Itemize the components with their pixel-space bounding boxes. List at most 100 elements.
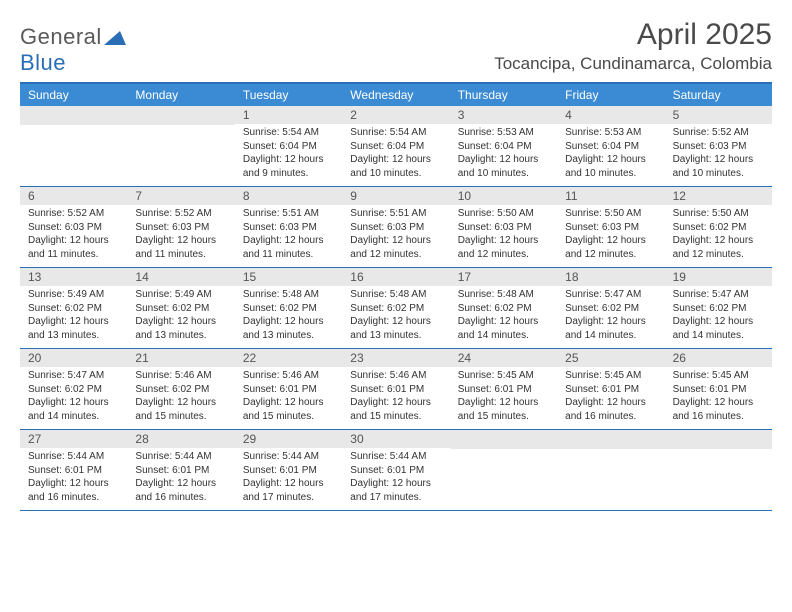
sunset-text: Sunset: 6:02 PM — [673, 221, 764, 235]
day2-text: and 10 minutes. — [350, 167, 441, 181]
weekday-header: Saturday — [665, 84, 772, 106]
sunset-text: Sunset: 6:03 PM — [350, 221, 441, 235]
day-body: Sunrise: 5:45 AMSunset: 6:01 PMDaylight:… — [450, 367, 557, 429]
sunrise-text: Sunrise: 5:46 AM — [350, 369, 441, 383]
day1-text: Daylight: 12 hours — [350, 153, 441, 167]
day-body: Sunrise: 5:49 AMSunset: 6:02 PMDaylight:… — [20, 286, 127, 348]
sunset-text: Sunset: 6:01 PM — [350, 383, 441, 397]
page-title: April 2025 — [494, 18, 772, 52]
brand-name-a: General — [20, 24, 102, 49]
day-cell: 21Sunrise: 5:46 AMSunset: 6:02 PMDayligh… — [127, 349, 234, 429]
day-body: Sunrise: 5:53 AMSunset: 6:04 PMDaylight:… — [450, 124, 557, 186]
day-body: Sunrise: 5:52 AMSunset: 6:03 PMDaylight:… — [665, 124, 772, 186]
day-cell: 27Sunrise: 5:44 AMSunset: 6:01 PMDayligh… — [20, 430, 127, 510]
day-cell: 15Sunrise: 5:48 AMSunset: 6:02 PMDayligh… — [235, 268, 342, 348]
day-body: Sunrise: 5:47 AMSunset: 6:02 PMDaylight:… — [557, 286, 664, 348]
day-number: 22 — [235, 349, 342, 367]
day-number: 20 — [20, 349, 127, 367]
day-cell: 13Sunrise: 5:49 AMSunset: 6:02 PMDayligh… — [20, 268, 127, 348]
day2-text: and 10 minutes. — [565, 167, 656, 181]
day-body: Sunrise: 5:45 AMSunset: 6:01 PMDaylight:… — [665, 367, 772, 429]
day-body: Sunrise: 5:48 AMSunset: 6:02 PMDaylight:… — [235, 286, 342, 348]
day-number: 2 — [342, 106, 449, 124]
sunset-text: Sunset: 6:01 PM — [28, 464, 119, 478]
day-cell: 2Sunrise: 5:54 AMSunset: 6:04 PMDaylight… — [342, 106, 449, 186]
sunset-text: Sunset: 6:04 PM — [458, 140, 549, 154]
sunrise-text: Sunrise: 5:53 AM — [458, 126, 549, 140]
sunset-text: Sunset: 6:02 PM — [350, 302, 441, 316]
day1-text: Daylight: 12 hours — [458, 315, 549, 329]
day2-text: and 11 minutes. — [28, 248, 119, 262]
sunrise-text: Sunrise: 5:52 AM — [673, 126, 764, 140]
day-body: Sunrise: 5:44 AMSunset: 6:01 PMDaylight:… — [20, 448, 127, 510]
day1-text: Daylight: 12 hours — [458, 153, 549, 167]
day-cell: 16Sunrise: 5:48 AMSunset: 6:02 PMDayligh… — [342, 268, 449, 348]
day1-text: Daylight: 12 hours — [458, 234, 549, 248]
day-cell: 14Sunrise: 5:49 AMSunset: 6:02 PMDayligh… — [127, 268, 234, 348]
day1-text: Daylight: 12 hours — [135, 396, 226, 410]
day-body — [127, 125, 234, 133]
day-number: 9 — [342, 187, 449, 205]
day1-text: Daylight: 12 hours — [565, 315, 656, 329]
day-body — [557, 449, 664, 457]
day1-text: Daylight: 12 hours — [565, 396, 656, 410]
sunset-text: Sunset: 6:01 PM — [673, 383, 764, 397]
day2-text: and 16 minutes. — [135, 491, 226, 505]
sunrise-text: Sunrise: 5:46 AM — [243, 369, 334, 383]
day-cell: 20Sunrise: 5:47 AMSunset: 6:02 PMDayligh… — [20, 349, 127, 429]
day1-text: Daylight: 12 hours — [135, 315, 226, 329]
day1-text: Daylight: 12 hours — [243, 234, 334, 248]
sunset-text: Sunset: 6:02 PM — [458, 302, 549, 316]
day-body: Sunrise: 5:49 AMSunset: 6:02 PMDaylight:… — [127, 286, 234, 348]
day-number — [557, 430, 664, 449]
day-cell — [665, 430, 772, 510]
day-body: Sunrise: 5:46 AMSunset: 6:01 PMDaylight:… — [235, 367, 342, 429]
brand-name-b: Blue — [20, 50, 66, 75]
day-number: 25 — [557, 349, 664, 367]
day-body — [450, 449, 557, 457]
day2-text: and 15 minutes. — [458, 410, 549, 424]
day-body: Sunrise: 5:47 AMSunset: 6:02 PMDaylight:… — [20, 367, 127, 429]
day2-text: and 12 minutes. — [673, 248, 764, 262]
sunset-text: Sunset: 6:01 PM — [565, 383, 656, 397]
sunset-text: Sunset: 6:02 PM — [565, 302, 656, 316]
sunset-text: Sunset: 6:03 PM — [135, 221, 226, 235]
sunset-text: Sunset: 6:03 PM — [565, 221, 656, 235]
day1-text: Daylight: 12 hours — [243, 396, 334, 410]
day-number: 10 — [450, 187, 557, 205]
brand-name: General Blue — [20, 24, 126, 76]
sunrise-text: Sunrise: 5:51 AM — [243, 207, 334, 221]
day-cell: 4Sunrise: 5:53 AMSunset: 6:04 PMDaylight… — [557, 106, 664, 186]
day-number: 24 — [450, 349, 557, 367]
sunrise-text: Sunrise: 5:49 AM — [135, 288, 226, 302]
day1-text: Daylight: 12 hours — [673, 315, 764, 329]
sunrise-text: Sunrise: 5:45 AM — [673, 369, 764, 383]
day1-text: Daylight: 12 hours — [243, 477, 334, 491]
day-cell: 1Sunrise: 5:54 AMSunset: 6:04 PMDaylight… — [235, 106, 342, 186]
day-cell — [557, 430, 664, 510]
sunrise-text: Sunrise: 5:46 AM — [135, 369, 226, 383]
day-number: 27 — [20, 430, 127, 448]
day-cell: 17Sunrise: 5:48 AMSunset: 6:02 PMDayligh… — [450, 268, 557, 348]
sunrise-text: Sunrise: 5:48 AM — [243, 288, 334, 302]
sunset-text: Sunset: 6:02 PM — [673, 302, 764, 316]
day1-text: Daylight: 12 hours — [673, 396, 764, 410]
day2-text: and 12 minutes. — [565, 248, 656, 262]
day-cell: 9Sunrise: 5:51 AMSunset: 6:03 PMDaylight… — [342, 187, 449, 267]
day2-text: and 16 minutes. — [673, 410, 764, 424]
sunrise-text: Sunrise: 5:50 AM — [673, 207, 764, 221]
day2-text: and 17 minutes. — [243, 491, 334, 505]
day-number: 8 — [235, 187, 342, 205]
day1-text: Daylight: 12 hours — [350, 396, 441, 410]
sunset-text: Sunset: 6:02 PM — [135, 383, 226, 397]
day-cell: 12Sunrise: 5:50 AMSunset: 6:02 PMDayligh… — [665, 187, 772, 267]
day-cell — [450, 430, 557, 510]
sunrise-text: Sunrise: 5:45 AM — [458, 369, 549, 383]
week-row: 1Sunrise: 5:54 AMSunset: 6:04 PMDaylight… — [20, 106, 772, 187]
sunrise-text: Sunrise: 5:54 AM — [243, 126, 334, 140]
day-number: 6 — [20, 187, 127, 205]
day-cell: 23Sunrise: 5:46 AMSunset: 6:01 PMDayligh… — [342, 349, 449, 429]
day1-text: Daylight: 12 hours — [243, 153, 334, 167]
page: General Blue April 2025 Tocancipa, Cundi… — [0, 0, 792, 529]
day-cell: 24Sunrise: 5:45 AMSunset: 6:01 PMDayligh… — [450, 349, 557, 429]
